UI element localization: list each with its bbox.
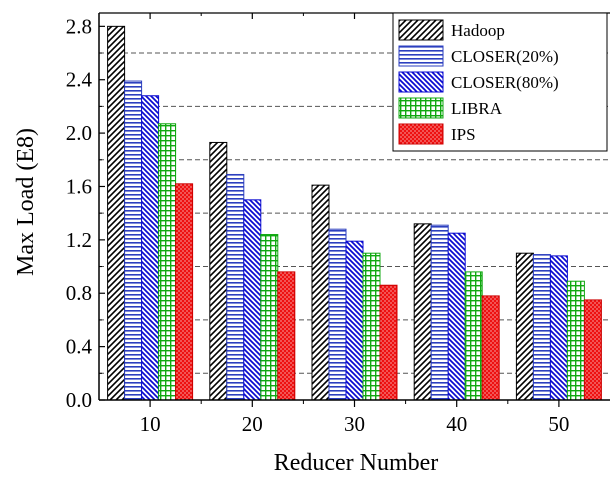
bar-ips-20 bbox=[277, 271, 296, 401]
y-tick-label: 2.0 bbox=[66, 121, 92, 145]
y-tick-label: 0.0 bbox=[66, 388, 92, 412]
x-tick-label: 10 bbox=[140, 412, 161, 436]
bar-closer-20-10 bbox=[124, 80, 143, 401]
legend-swatch-4 bbox=[398, 123, 444, 145]
legend-label: CLOSER(80%) bbox=[451, 73, 559, 92]
y-tick-label: 2.4 bbox=[66, 68, 93, 92]
x-tick-label: 40 bbox=[446, 412, 467, 436]
legend-swatch-2 bbox=[398, 71, 444, 93]
y-tick-label: 1.6 bbox=[66, 174, 92, 198]
bar-hadoop-40 bbox=[413, 223, 432, 401]
bar-ips-30 bbox=[379, 284, 398, 401]
x-axis-title: Reducer Number bbox=[274, 450, 439, 476]
bar-closer-80-50 bbox=[549, 255, 568, 401]
bar-libra-50 bbox=[566, 280, 585, 401]
legend-label: CLOSER(20%) bbox=[451, 47, 559, 66]
y-tick-label: 0.4 bbox=[66, 335, 93, 359]
x-tick-label: 50 bbox=[548, 412, 569, 436]
bar-hadoop-10 bbox=[107, 25, 126, 401]
bar-hadoop-20 bbox=[209, 141, 228, 401]
legend-label: IPS bbox=[451, 125, 476, 144]
bar-hadoop-30 bbox=[311, 184, 330, 401]
x-tick-label: 30 bbox=[344, 412, 365, 436]
legend-swatch-3 bbox=[398, 97, 444, 119]
bar-ips-10 bbox=[175, 183, 194, 401]
y-tick-label: 1.2 bbox=[66, 228, 92, 252]
bar-hadoop-50 bbox=[515, 252, 534, 401]
bar-closer-20-30 bbox=[328, 228, 347, 401]
legend: Hadoop CLOSER(20%) CLOSER(80%) LIBRA IPS bbox=[392, 12, 608, 152]
bar-closer-20-20 bbox=[226, 173, 245, 401]
x-tick-label: 20 bbox=[242, 412, 263, 436]
legend-swatch-0 bbox=[398, 19, 444, 41]
bar-libra-10 bbox=[158, 123, 177, 401]
bar-ips-40 bbox=[481, 295, 500, 401]
legend-label: LIBRA bbox=[451, 99, 503, 118]
bars bbox=[107, 25, 602, 401]
bar-closer-20-50 bbox=[532, 254, 551, 401]
bar-closer-80-20 bbox=[243, 199, 262, 401]
bar-libra-20 bbox=[260, 234, 279, 401]
bar-closer-80-40 bbox=[447, 232, 466, 401]
legend-label: Hadoop bbox=[451, 21, 505, 40]
bar-libra-30 bbox=[362, 252, 381, 401]
bar-closer-80-10 bbox=[141, 95, 160, 401]
y-tick-label: 0.8 bbox=[66, 281, 92, 305]
y-tick-label: 2.8 bbox=[66, 14, 92, 38]
legend-swatch-1 bbox=[398, 45, 444, 67]
bar-closer-20-40 bbox=[430, 224, 449, 401]
bar-ips-50 bbox=[583, 299, 602, 401]
y-axis-title: Max Load (E8) bbox=[13, 128, 39, 276]
bar-libra-40 bbox=[464, 271, 483, 401]
bar-closer-80-30 bbox=[345, 240, 364, 401]
